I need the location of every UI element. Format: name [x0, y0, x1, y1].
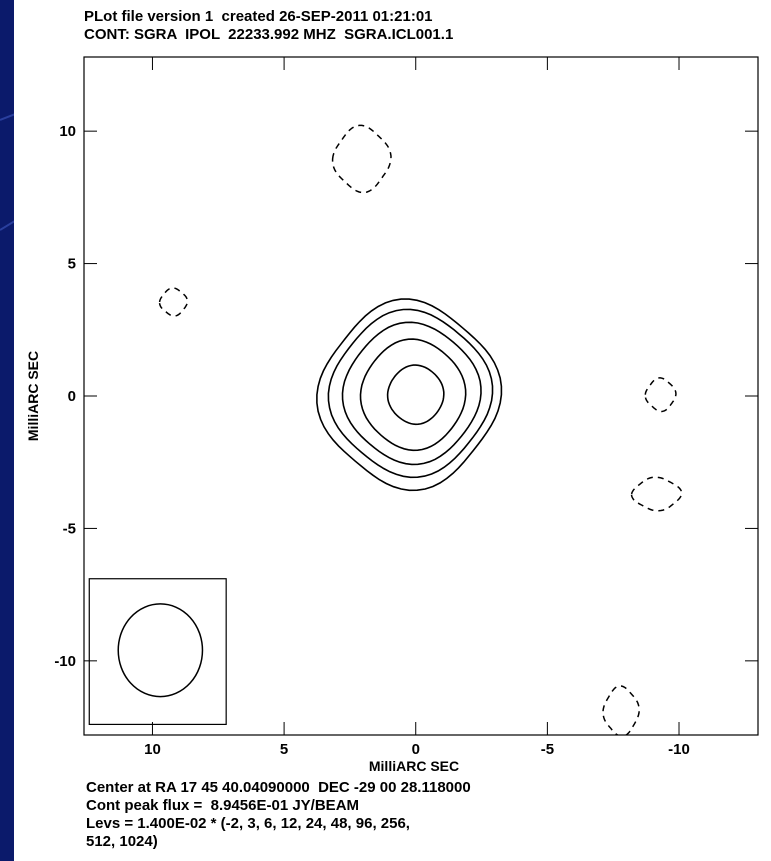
footer-line-4: 512, 1024) [86, 833, 158, 850]
beam-box [88, 578, 227, 726]
footer-line-3: Levs = 1.400E-02 * (-2, 3, 6, 12, 24, 48… [86, 815, 410, 832]
y-tick-label: 0 [68, 388, 76, 405]
positive-contour [341, 321, 482, 466]
negative-contour [331, 124, 392, 194]
footer-line-1: Center at RA 17 45 40.04090000 DEC -29 0… [86, 779, 471, 796]
negative-contour [644, 377, 677, 413]
x-tick-label: 5 [280, 741, 288, 758]
y-tick-label: 10 [59, 123, 76, 140]
x-tick-label: -5 [541, 741, 554, 758]
positive-contour [316, 298, 503, 492]
contour-plot: 10 5 0 -5 -10 10 5 0 -5 -10 MilliARC SEC MilliARC S… [25, 56, 759, 774]
y-axis-label: MilliARC SEC [25, 351, 41, 441]
beam-ellipse [117, 603, 204, 698]
y-tick-label: 5 [68, 256, 76, 273]
plot-sheet: PLot file version 1 created 26-SEP-2011 … [14, 0, 771, 861]
positive-contour [359, 338, 467, 452]
negative-contour [602, 685, 640, 735]
footer-line-2: Cont peak flux = 8.9456E-01 JY/BEAM [86, 797, 360, 814]
positive-contour [386, 364, 445, 426]
negative-contour [630, 476, 683, 512]
y-tick-label: -10 [54, 653, 76, 670]
header-line-2: CONT: SGRA IPOL 22233.992 MHZ SGRA.ICL00… [84, 26, 454, 43]
plot-footer: Center at RA 17 45 40.04090000 DEC -29 0… [86, 779, 471, 851]
x-axis-label: MilliARC SEC [369, 758, 459, 774]
negative-contour [158, 287, 189, 317]
header-line-1: PLot file version 1 created 26-SEP-2011 … [84, 8, 433, 25]
x-tick-label: 0 [412, 741, 420, 758]
x-tick-label: 10 [144, 741, 161, 758]
plot-frame [83, 56, 759, 736]
y-tick-label: -5 [63, 520, 76, 537]
plot-header: PLot file version 1 created 26-SEP-2011 … [84, 8, 453, 44]
x-tick-label: -10 [668, 741, 690, 758]
positive-contour [327, 308, 494, 479]
